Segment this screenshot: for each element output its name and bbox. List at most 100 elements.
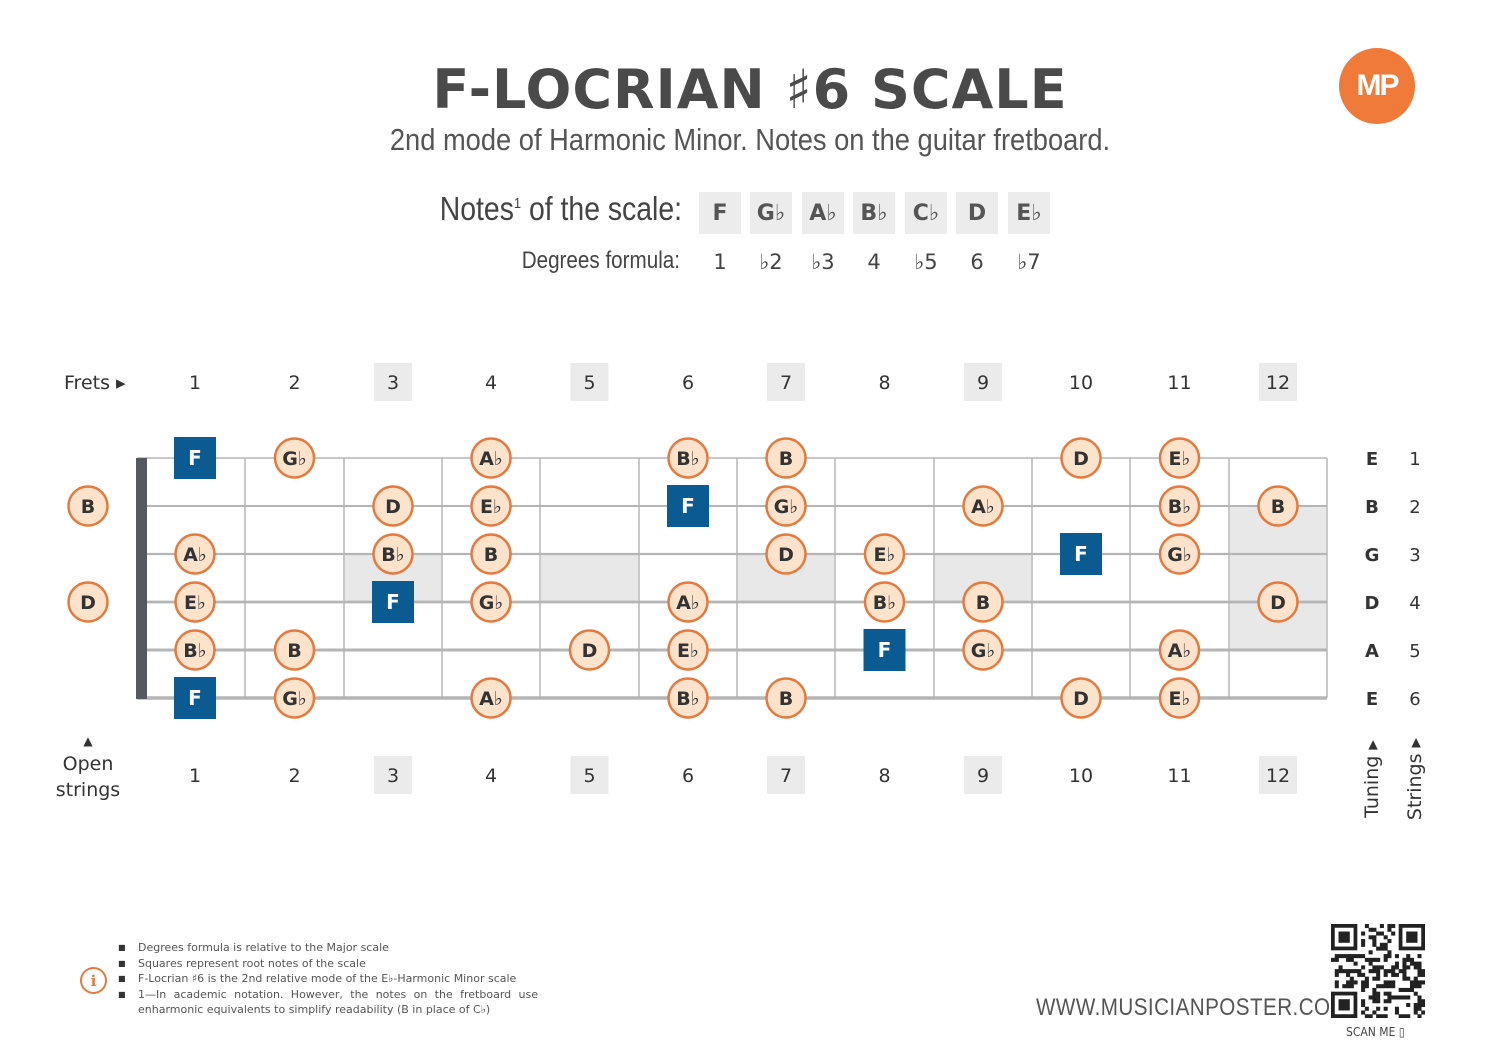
page-title: F-LOCRIAN ♯6 SCALE (432, 58, 1068, 121)
scale-note-marker (174, 581, 216, 623)
fret-number-highlight (570, 756, 609, 794)
scale-note-marker-label: E♭ (677, 640, 699, 662)
scale-note-marker (470, 533, 512, 575)
scale-note-marker-label: B♭ (873, 592, 896, 614)
scale-note-marker-label: A♭ (676, 592, 700, 614)
scale-note-marker (1158, 533, 1201, 575)
string-number: 4 (1409, 593, 1420, 614)
scale-note-marker (962, 581, 1004, 623)
scale-note-marker (765, 485, 807, 527)
fret-number: 2 (288, 765, 300, 787)
scale-note-marker-label: B♭ (183, 640, 206, 662)
scale-note-marker-label: B (484, 544, 498, 566)
scale-note-marker (470, 485, 512, 527)
scale-note-marker (568, 629, 611, 671)
fret-number: 9 (977, 765, 989, 787)
fret-number: 1 (189, 372, 201, 394)
open-string-note (67, 581, 109, 623)
root-note (174, 437, 216, 479)
string-tuning: B (1365, 497, 1379, 518)
scale-degree: 1 (713, 250, 727, 274)
scale-note-marker-label: B♭ (1168, 496, 1191, 518)
string-tuning: A (1365, 641, 1379, 662)
footnotes: Degrees formula is relative to the Major… (118, 940, 538, 1018)
scale-note-marker-label: D (778, 544, 794, 566)
open-strings-label-line1: Open (62, 753, 114, 775)
scale-note-marker (174, 629, 216, 671)
string-tuning: G (1365, 545, 1380, 566)
scale-note-marker (765, 533, 807, 575)
scale-note-marker (1060, 437, 1102, 479)
scale-note-marker-label: E♭ (480, 496, 502, 518)
open-string-note-label: D (80, 592, 96, 614)
fret-number: 10 (1069, 372, 1093, 394)
info-icon: i (80, 967, 107, 994)
scale-note: D (956, 192, 998, 234)
scale-note: C♭ (905, 192, 947, 234)
scale-note-marker-label: E♭ (1169, 688, 1191, 710)
scale-note-marker-label: B (779, 688, 793, 710)
scale-note-marker (962, 629, 1004, 671)
fret-number: 8 (878, 372, 890, 394)
fret-number-highlight (570, 363, 609, 401)
fret-number-highlight (1259, 756, 1297, 794)
scale-note-marker (174, 533, 216, 575)
fret-number: 9 (977, 372, 989, 394)
fret-number: 4 (485, 372, 497, 394)
fret-number: 11 (1167, 765, 1191, 787)
scale-note-marker-label: A♭ (479, 448, 503, 470)
fret-number: 12 (1266, 372, 1290, 394)
notes-label-rest: of the scale: (521, 190, 682, 227)
website-link[interactable]: WWW.MUSICIANPOSTER.COM (1036, 994, 1349, 1021)
qr-code-icon[interactable] (1331, 924, 1425, 1018)
scale-note: G♭ (750, 192, 792, 234)
root-note-label: F (188, 686, 202, 710)
musicianposter-logo: MP (1339, 48, 1415, 124)
string-tuning: E (1366, 689, 1378, 710)
fret-number: 7 (780, 765, 792, 787)
string-tuning: D (1365, 593, 1380, 614)
scale-note-marker-label: G♭ (282, 448, 307, 470)
scale-note-marker-label: E♭ (874, 544, 896, 566)
fret-number-highlight (1259, 363, 1297, 401)
scale-note-marker (667, 437, 709, 479)
scale-note-marker (1158, 677, 1201, 719)
scale-note-marker (863, 581, 906, 623)
root-note-label: F (1074, 542, 1088, 566)
fret-number-highlight (964, 363, 1002, 401)
scale-note-marker-label: A♭ (183, 544, 207, 566)
scale-note-marker (765, 437, 807, 479)
root-note-label: F (878, 638, 892, 662)
string-tuning: E (1366, 449, 1378, 470)
scale-note-marker-label: B (976, 592, 990, 614)
degrees-formula-label: Degrees formula: (521, 247, 680, 274)
fret-number-highlight (374, 756, 412, 794)
scale-note-marker-label: B (287, 640, 301, 662)
scale-note-marker (1257, 485, 1299, 527)
scale-note-marker (470, 677, 512, 719)
open-strings-arrow: ▲ (83, 734, 93, 748)
open-strings-label-line2: strings (55, 779, 121, 801)
scale-note-marker-label: B (1271, 496, 1285, 518)
string-number: 2 (1409, 497, 1420, 518)
scale-note-marker-label: D (385, 496, 401, 518)
scale-note: B♭ (853, 192, 895, 234)
open-string-note-label: B (81, 496, 95, 518)
scale-note-marker (1158, 437, 1201, 479)
scale-note-marker (667, 581, 709, 623)
fret-number: 10 (1069, 765, 1093, 787)
scale-degree: 4 (867, 250, 881, 274)
scale-note-marker-label: B (779, 448, 793, 470)
scale-note-marker-label: A♭ (479, 688, 503, 710)
root-note (372, 581, 414, 623)
string-number: 3 (1409, 545, 1420, 566)
string-number: 1 (1409, 449, 1420, 470)
scale-note-marker (470, 437, 512, 479)
scale-note-marker-label: G♭ (479, 592, 504, 614)
root-note (1060, 533, 1102, 575)
fret-number: 3 (387, 372, 399, 394)
scale-note-marker (1257, 581, 1299, 623)
fret-number: 12 (1266, 765, 1290, 787)
scale-degree: ♭3 (811, 250, 835, 274)
